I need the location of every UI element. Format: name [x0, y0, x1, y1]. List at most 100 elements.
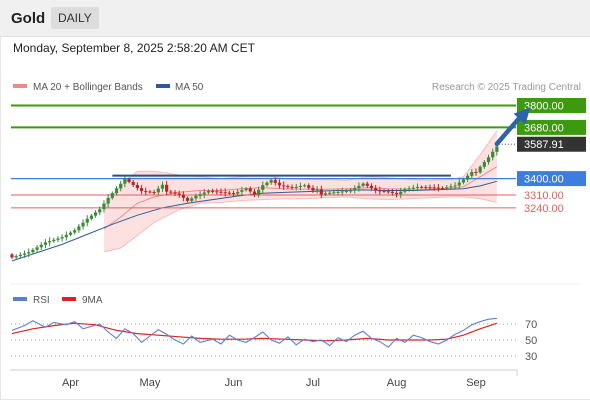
bearish-candle — [131, 181, 135, 186]
target-level-label: 3680.00 — [524, 122, 564, 134]
bullish-candle — [68, 232, 73, 235]
support-level-label: 3310.00 — [524, 190, 564, 202]
bullish-candle — [328, 192, 332, 194]
bearish-candle — [290, 186, 294, 188]
ma20-bb-legend-swatch — [13, 84, 27, 88]
target-level-label: 3800.00 — [524, 100, 564, 112]
rsi-line — [11, 317, 497, 348]
bullish-candle — [323, 193, 328, 195]
bearish-candle — [181, 194, 185, 198]
last-price-tag — [517, 136, 586, 152]
bearish-candle — [432, 187, 436, 189]
timeframe-button[interactable]: DAILY — [51, 7, 99, 29]
chart-timestamp: Monday, September 8, 2025 2:58:20 AM CET — [13, 41, 255, 55]
bullish-candle — [106, 197, 110, 204]
bullish-candle — [407, 188, 411, 190]
bullish-candle — [240, 190, 244, 192]
bearish-candle — [424, 187, 428, 189]
bullish-candle — [89, 215, 94, 219]
bullish-candle — [60, 237, 64, 239]
month-tick-label: May — [140, 377, 161, 389]
bullish-candle — [461, 179, 466, 183]
bullish-candle — [73, 230, 77, 233]
bullish-candle — [194, 195, 198, 199]
bullish-candle — [102, 203, 106, 210]
bearish-candle — [177, 193, 181, 195]
bearish-candle — [420, 186, 424, 188]
bullish-candle — [18, 254, 22, 257]
bearish-candle — [386, 191, 390, 193]
bullish-candle — [303, 185, 307, 187]
bullish-candle — [415, 186, 420, 188]
bullish-candle — [35, 247, 39, 250]
bullish-candle — [160, 184, 165, 189]
bearish-candle — [223, 192, 227, 194]
bullish-candle — [257, 189, 261, 195]
bearish-candle — [165, 184, 169, 192]
bullish-candle — [353, 188, 357, 191]
ma20-bb-legend-label: MA 20 + Bollinger Bands — [33, 82, 143, 93]
bearish-candle — [152, 191, 156, 193]
bullish-candle — [110, 193, 114, 198]
bearish-candle — [374, 188, 378, 191]
month-tick-label: Jul — [306, 377, 320, 389]
bullish-candle — [52, 239, 56, 242]
scenario-arrow-head — [513, 107, 531, 125]
bollinger-upper-line — [103, 130, 498, 207]
bullish-candle — [39, 244, 43, 248]
month-tick-label: Aug — [387, 377, 407, 389]
bearish-candle — [378, 190, 382, 192]
bearish-candle — [135, 185, 139, 189]
bearish-candle — [211, 190, 215, 192]
bullish-candle — [478, 166, 482, 173]
bullish-candle — [403, 189, 407, 192]
bearish-candle — [474, 171, 478, 173]
last-price-label: 3587.91 — [524, 139, 564, 151]
bullish-candle — [236, 191, 240, 194]
bullish-candle — [190, 198, 194, 201]
price-chart: 3800.00 3680.00 3587.91 3400.00 3310.003240.… — [10, 97, 586, 262]
bearish-candle — [148, 191, 152, 193]
bullish-candle — [244, 188, 248, 191]
bullish-candle — [81, 222, 85, 227]
bearish-candle — [127, 178, 131, 182]
bearish-candle — [365, 183, 369, 186]
bullish-candle — [457, 182, 461, 186]
bullish-candle — [445, 187, 449, 189]
bullish-candle — [202, 192, 206, 195]
bullish-candle — [344, 190, 348, 192]
support-level-label: 3240.00 — [524, 203, 564, 215]
rsi-ma-legend-swatch — [62, 297, 76, 301]
bearish-candle — [390, 191, 394, 193]
bearish-candle — [169, 191, 173, 193]
bearish-candle — [277, 182, 282, 186]
bullish-candle — [336, 191, 340, 193]
bearish-candle — [231, 193, 236, 195]
bearish-candle — [319, 189, 323, 195]
bullish-candle — [85, 218, 89, 223]
ma50-legend-label: MA 50 — [175, 82, 204, 93]
ma50-legend-swatch — [156, 84, 170, 88]
bearish-candle — [382, 190, 386, 192]
bullish-candle — [27, 252, 31, 254]
rsi-tick-label: 50 — [525, 335, 537, 347]
bearish-candle — [227, 192, 231, 194]
bullish-candle — [119, 183, 123, 189]
bearish-candle — [307, 185, 311, 188]
bearish-candle — [252, 191, 257, 195]
bearish-candle — [185, 197, 190, 201]
bullish-candle — [123, 178, 127, 184]
bullish-candle — [265, 182, 269, 186]
bullish-candle — [361, 183, 365, 186]
rsi-chart: 70 50 30 — [11, 317, 537, 363]
bearish-candle — [273, 180, 277, 183]
bullish-candle — [206, 190, 211, 193]
time-axis-labels: Apr May Jun Jul Aug Sep — [62, 377, 486, 389]
bullish-candle — [64, 234, 68, 238]
bearish-candle — [215, 191, 219, 193]
bullish-candle — [156, 188, 160, 193]
rsi-ma-legend-label: 9MA — [82, 295, 103, 306]
chart-header: Gold DAILY — [0, 0, 590, 37]
bearish-candle — [282, 185, 286, 187]
